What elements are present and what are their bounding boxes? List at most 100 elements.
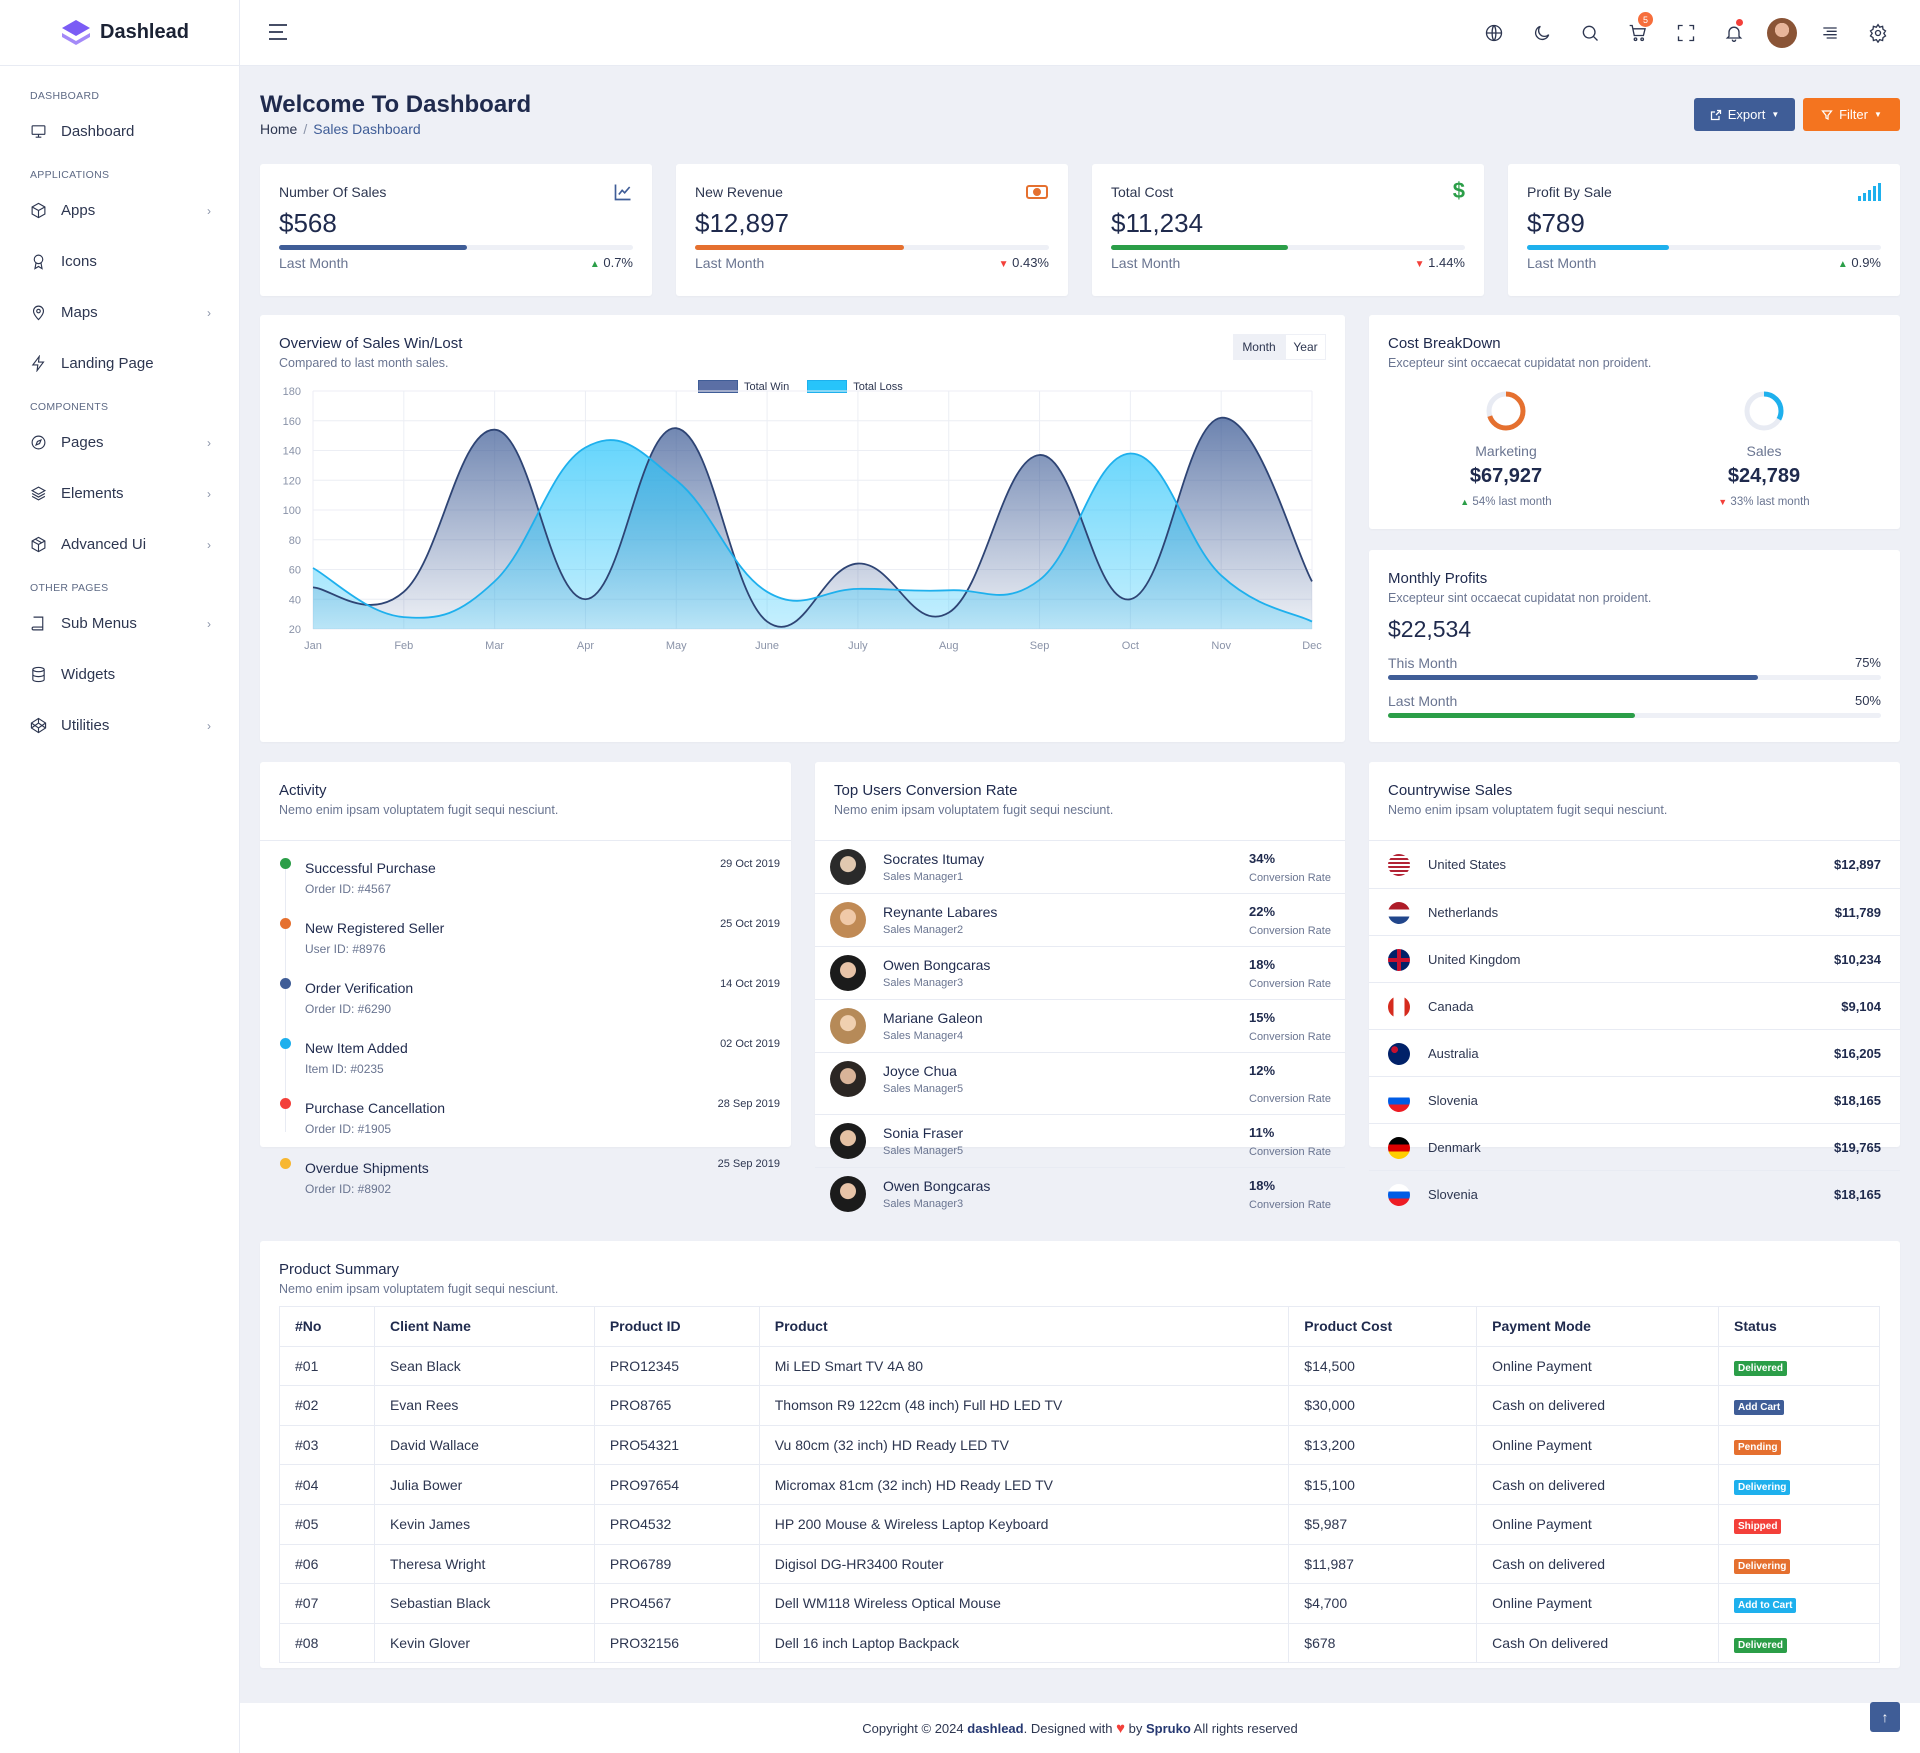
chevron-right-icon: ›	[207, 718, 211, 733]
globe-icon	[1485, 24, 1503, 42]
search-icon	[1582, 25, 1598, 41]
footer-author-link[interactable]: Spruko	[1145, 1720, 1191, 1736]
footer-brand-link[interactable]: dashlead	[967, 1720, 1024, 1736]
sidebar-item-widgets[interactable]: Widgets	[0, 649, 239, 700]
country-name: Canada	[1428, 999, 1474, 1014]
tab-month[interactable]: Month	[1233, 334, 1285, 360]
cell-client: David Wallace	[373, 1424, 595, 1466]
user-row[interactable]: Owen Bongcaras Sales Manager3 18% Conversio…	[815, 946, 1345, 999]
flag-icon	[1388, 996, 1410, 1018]
user-name: Owen Bongcaras	[883, 957, 991, 973]
user-role: Sales Manager5	[883, 1145, 964, 1157]
x-tick-label: Sep	[1030, 640, 1050, 652]
sidebar-item-maps[interactable]: Maps ›	[0, 287, 239, 338]
kpi-change-value: 0.43%	[1012, 255, 1049, 270]
notifications-button[interactable]	[1710, 0, 1758, 66]
menu-toggle-icon[interactable]	[268, 23, 288, 41]
x-tick-label: Jan	[304, 640, 322, 652]
user-row[interactable]: Socrates Itumay Sales Manager1 34% Conversi…	[815, 840, 1345, 893]
table-row: #02 Evan Rees PRO8765 Thomson R9 122cm (48 …	[279, 1385, 1880, 1426]
cart-button[interactable]: 5	[1614, 0, 1662, 66]
kpi-progress-track	[695, 245, 1049, 250]
sidebar-item-advanced-ui[interactable]: Advanced Ui ›	[0, 519, 239, 570]
user-conversion-percent: 11%	[1249, 1125, 1275, 1140]
filter-button[interactable]: Filter ▼	[1803, 98, 1900, 131]
sidebar-item-elements[interactable]: Elements ›	[0, 468, 239, 519]
profile-button[interactable]	[1758, 0, 1806, 66]
user-name: Socrates Itumay	[883, 851, 985, 867]
table-header-cell: Product Cost	[1288, 1306, 1478, 1347]
trend-up-icon: ▲	[1837, 259, 1848, 270]
profit-row-label: This Month	[1388, 655, 1458, 671]
breakdown-label: Sales	[1746, 443, 1782, 459]
status-dot	[280, 978, 291, 989]
cell-product: Mi LED Smart TV 4A 80	[758, 1345, 1290, 1387]
external-link-icon	[1710, 109, 1721, 120]
kpi-sub: Last Month	[1111, 255, 1181, 271]
language-button[interactable]	[1470, 0, 1518, 66]
activity-date: 28 Sep 2019	[717, 1098, 780, 1110]
sidebar-category-other-pages: OTHER PAGES	[30, 582, 109, 594]
series-line-0	[312, 416, 1313, 628]
kpi-card-cost: Total Cost $ $11,234 Last Month ▼ 1.44%	[1092, 164, 1484, 296]
user-row[interactable]: Owen Bongcaras Sales Manager3 18% Conversio…	[815, 1167, 1345, 1220]
sidebar-item-label: Apps	[61, 202, 96, 219]
kpi-change-value: 1.44%	[1428, 255, 1465, 270]
sidebar-item-sub-menus[interactable]: Sub Menus ›	[0, 598, 239, 649]
y-tick-label: 160	[283, 416, 301, 428]
chevron-right-icon: ›	[207, 486, 211, 501]
user-row[interactable]: Joyce Chua Sales Manager5 12% Conversion Ra…	[815, 1052, 1345, 1114]
user-avatar	[830, 1008, 866, 1044]
y-tick-label: 120	[283, 475, 301, 487]
conversion-label: Conversion Rate	[1249, 1199, 1331, 1211]
profit-row-label: Last Month	[1388, 693, 1458, 709]
breakdown-change-value: 33% last month	[1730, 496, 1810, 508]
sidebar-item-icons[interactable]: Icons	[0, 236, 239, 287]
logo[interactable]: Dashlead	[0, 0, 239, 66]
sidebar-item-landing-page[interactable]: Landing Page	[0, 338, 239, 389]
fullscreen-button[interactable]	[1662, 0, 1710, 66]
money-icon	[1026, 185, 1048, 199]
conversion-label: Conversion Rate	[1249, 1146, 1331, 1158]
back-to-top-button[interactable]: ↑	[1870, 1702, 1900, 1732]
kpi-change-value: 0.7%	[603, 255, 633, 270]
user-row[interactable]: Mariane Galeon Sales Manager4 15% Conversio…	[815, 999, 1345, 1052]
sidebar-category-dashboard: DASHBOARD	[30, 90, 100, 102]
settings-button[interactable]	[1854, 0, 1902, 66]
notification-dot	[1736, 19, 1743, 26]
x-tick-label: Oct	[1122, 640, 1139, 652]
kpi-sub: Last Month	[279, 255, 349, 271]
activity-title: Order Verification	[305, 980, 414, 996]
user-avatar	[830, 1176, 866, 1212]
table-row: #01 Sean Black PRO12345 Mi LED Smart TV 4A …	[279, 1345, 1880, 1387]
search-button[interactable]	[1566, 0, 1614, 66]
conversion-label: Conversion Rate	[1249, 1093, 1331, 1105]
export-button[interactable]: Export ▼	[1694, 98, 1795, 131]
country-amount: $10,234	[1834, 952, 1881, 967]
sidebar: Dashlead DASHBOARD Dashboard APPLICATION…	[0, 0, 240, 1753]
tab-year[interactable]: Year	[1285, 334, 1326, 360]
country-name: United Kingdom	[1428, 952, 1521, 967]
breadcrumb-home[interactable]: Home	[260, 121, 298, 137]
country-row: Slovenia $18,165	[1369, 1076, 1900, 1123]
user-name: Joyce Chua	[883, 1063, 957, 1079]
sidebar-item-utilities[interactable]: Utilities ›	[0, 700, 239, 751]
sidebar-item-apps[interactable]: Apps ›	[0, 185, 239, 236]
user-row[interactable]: Sonia Fraser Sales Manager5 11% Conversion …	[815, 1114, 1345, 1167]
activity-date: 02 Oct 2019	[720, 1038, 780, 1050]
theme-toggle-button[interactable]	[1518, 0, 1566, 66]
user-row[interactable]: Reynante Labares Sales Manager2 22% Convers…	[815, 893, 1345, 946]
donut-chart	[1744, 391, 1784, 431]
kpi-change-value: 0.9%	[1851, 255, 1881, 270]
activity-sub: Order ID: #1905	[305, 1122, 392, 1136]
sidebar-right-button[interactable]	[1806, 0, 1854, 66]
top-users-card: Top Users Conversion Rate Nemo enim ipsa…	[815, 762, 1345, 1212]
sidebar-item-pages[interactable]: Pages ›	[0, 417, 239, 468]
kpi-label: Total Cost	[1111, 184, 1174, 200]
cart-count-badge: 5	[1638, 12, 1653, 27]
sidebar-item-dashboard[interactable]: Dashboard	[0, 106, 239, 157]
user-conversion-percent: 12%	[1249, 1063, 1276, 1078]
user-role: Sales Manager5	[883, 1083, 964, 1095]
cell-pid: PRO6789	[593, 1543, 760, 1585]
kpi-change: ▲ 0.9%	[1838, 255, 1881, 270]
